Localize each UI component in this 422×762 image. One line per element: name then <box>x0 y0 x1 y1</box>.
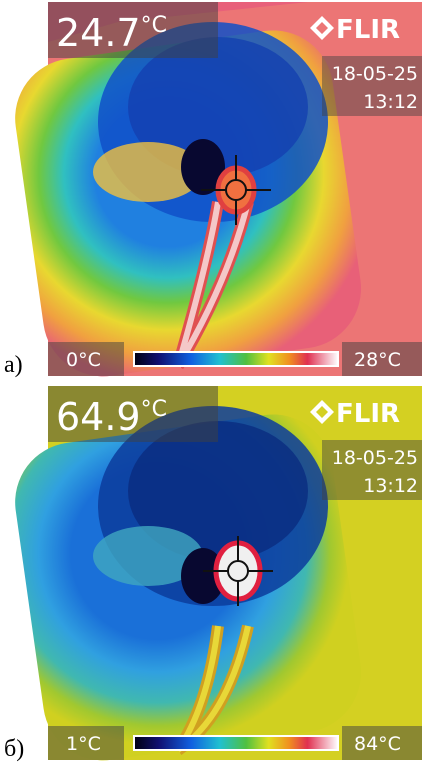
reading-value: 64.9 <box>56 395 141 439</box>
thermal-image: 24.7°C FLIR 18-05-25 13:12 0°C 28°C <box>7 2 422 384</box>
reading-unit: °C <box>141 397 167 422</box>
panel-label: б) <box>4 736 24 762</box>
time: 13:12 <box>363 91 418 113</box>
scale-max: 84°C <box>354 733 401 755</box>
date: 18-05-25 <box>332 447 418 469</box>
reading-unit: °C <box>141 13 167 38</box>
scale-min: 1°C <box>66 733 101 755</box>
date: 18-05-25 <box>332 63 418 85</box>
figure: а)24.7°CFLIR18-05-2513:120°C28°Cб)64.9°C… <box>0 0 422 762</box>
thermal-image: 64.9°C FLIR 18-05-25 13:12 1°C 84°C <box>7 386 422 762</box>
reading-value: 24.7 <box>56 11 141 55</box>
panel-label: а) <box>4 352 23 378</box>
colorbar <box>134 352 338 366</box>
brand-logo: FLIR <box>336 15 400 45</box>
colorbar <box>134 736 338 750</box>
scale-max: 28°C <box>354 349 401 371</box>
scale-min: 0°C <box>66 349 101 371</box>
brand-logo: FLIR <box>336 399 400 429</box>
time: 13:12 <box>363 475 418 497</box>
